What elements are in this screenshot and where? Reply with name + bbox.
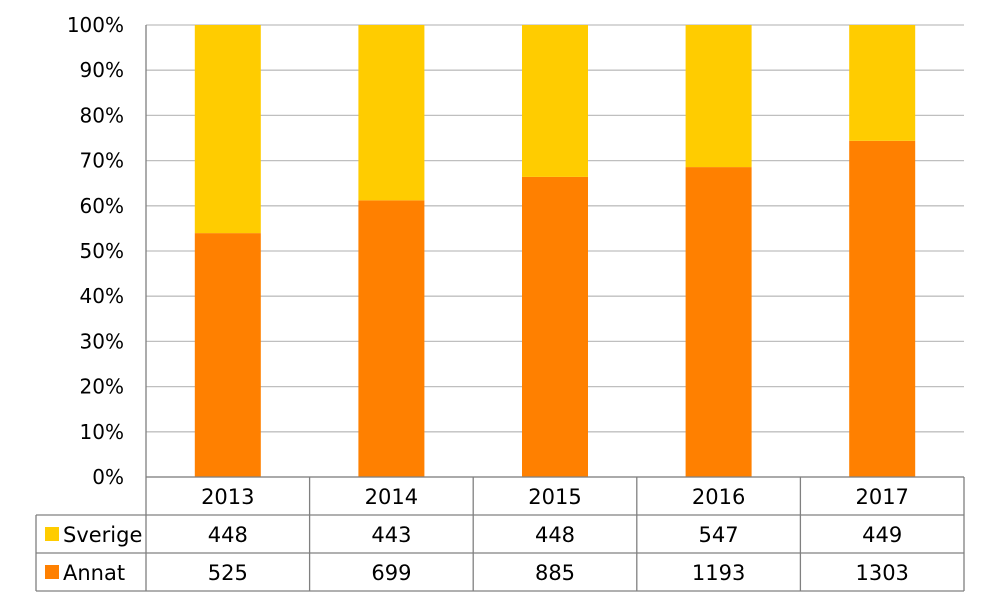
y-tick-label: 50% <box>80 239 124 263</box>
legend-label-sverige: Sverige <box>63 523 142 547</box>
y-tick-label: 20% <box>80 375 124 399</box>
table-value-annat: 525 <box>208 561 248 585</box>
y-tick-label: 90% <box>80 58 124 82</box>
y-tick-label: 70% <box>80 149 124 173</box>
table-value-annat: 1303 <box>855 561 908 585</box>
y-tick-label: 80% <box>80 103 124 127</box>
y-tick-label: 60% <box>80 194 124 218</box>
category-label: 2015 <box>528 485 581 509</box>
table-value-sverige: 448 <box>208 523 248 547</box>
y-tick-label: 30% <box>80 329 124 353</box>
category-label: 2013 <box>201 485 254 509</box>
legend-label-annat: Annat <box>63 561 125 585</box>
bar-annat-2013 <box>194 233 261 477</box>
legend-swatch-annat <box>45 565 59 579</box>
bar-annat-2015 <box>522 176 588 477</box>
y-tick-label: 100% <box>67 13 124 37</box>
bar-annat-2014 <box>358 200 425 477</box>
bar-sverige-2014 <box>358 25 425 201</box>
legend-swatch-sverige <box>45 527 59 541</box>
bar-sverige-2015 <box>522 25 588 177</box>
bar-annat-2016 <box>685 167 752 478</box>
y-tick-label: 40% <box>80 284 124 308</box>
bar-sverige-2016 <box>685 25 752 168</box>
table-value-sverige: 443 <box>371 523 411 547</box>
y-tick-label: 10% <box>80 420 124 444</box>
table-value-annat: 699 <box>371 561 411 585</box>
y-tick-label: 0% <box>92 465 124 489</box>
table-value-sverige: 547 <box>699 523 739 547</box>
category-label: 2016 <box>692 485 745 509</box>
category-label: 2017 <box>855 485 908 509</box>
bar-annat-2017 <box>849 140 916 478</box>
y-axis-ticks: 0% 10% 20% 30% 40% 50% 60% 70% 80% 90% 100% <box>67 13 124 489</box>
bar-sverige-2013 <box>194 25 261 234</box>
table-value-annat: 885 <box>535 561 575 585</box>
bars <box>194 25 916 478</box>
bar-sverige-2017 <box>849 25 916 141</box>
table-value-sverige: 449 <box>862 523 902 547</box>
table-value-sverige: 448 <box>535 523 575 547</box>
data-table: 2013 2014 2015 2016 2017 Sverige 448 443 448 547 4… <box>35 476 965 592</box>
table-value-annat: 1193 <box>692 561 745 585</box>
category-label: 2014 <box>365 485 418 509</box>
